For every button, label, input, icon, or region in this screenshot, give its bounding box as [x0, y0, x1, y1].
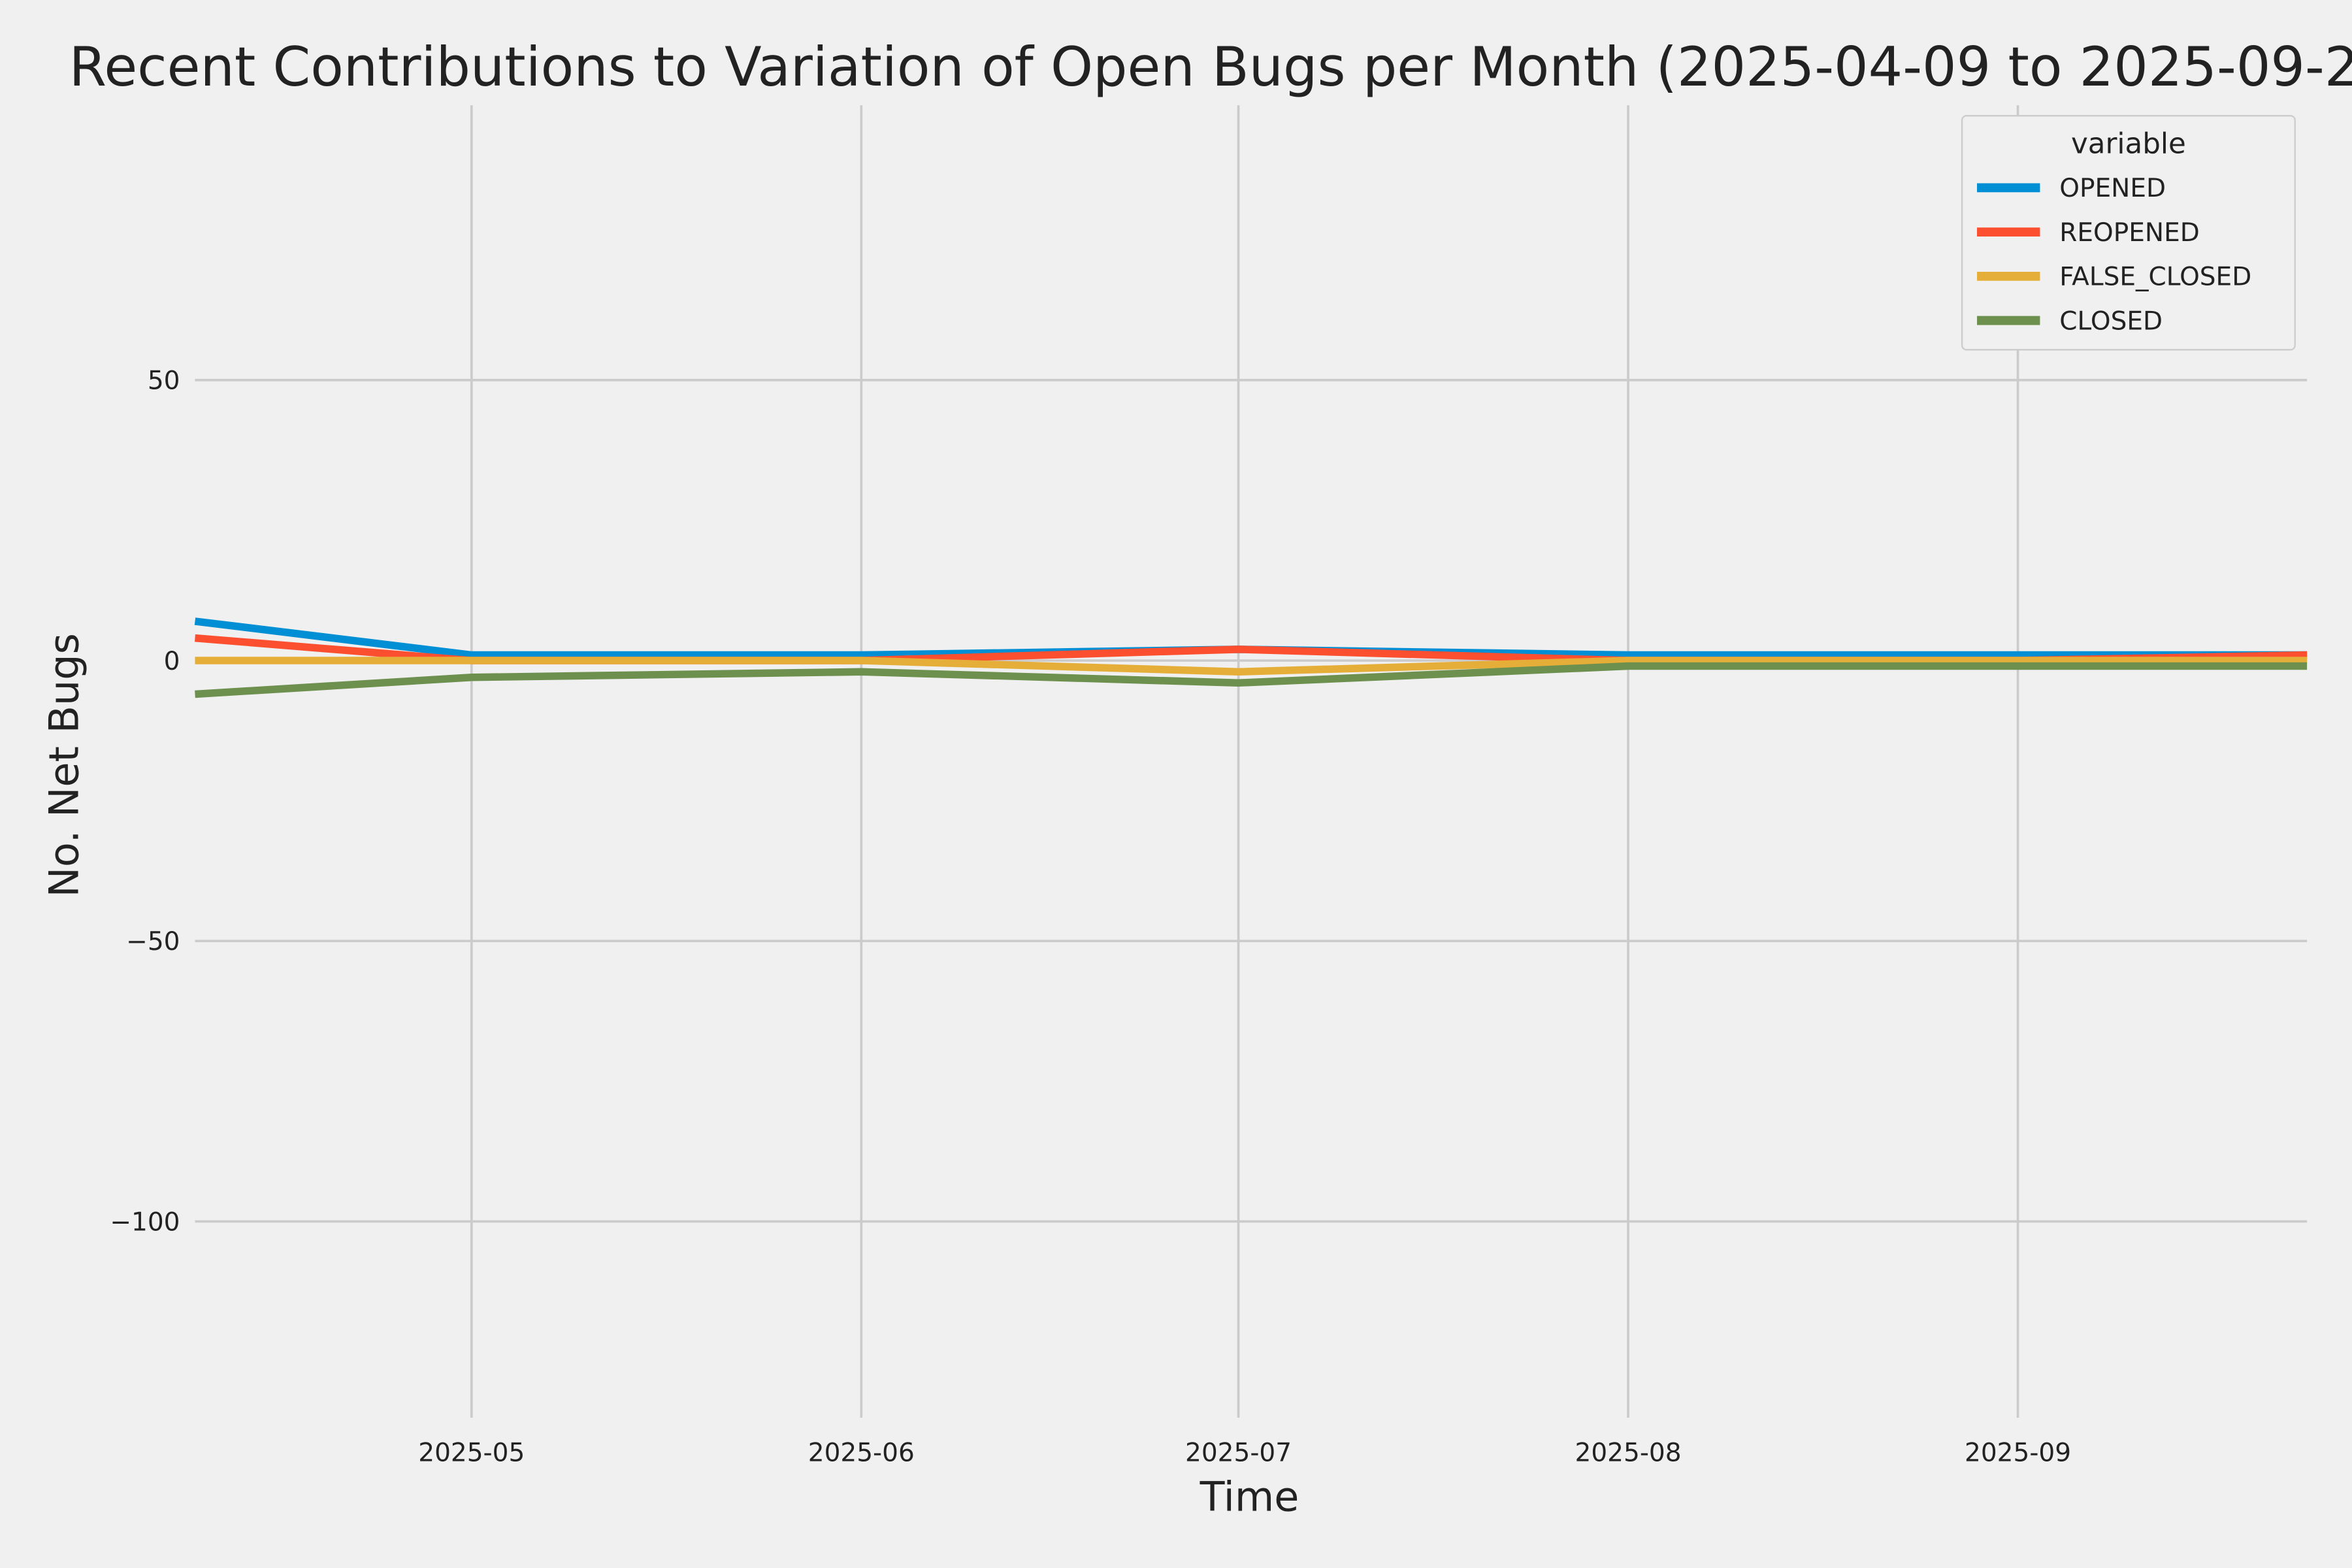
x-tick-label: 2025-08: [1575, 1439, 1682, 1468]
y-tick-label: −50: [126, 927, 180, 956]
y-tick-label: 50: [148, 367, 180, 396]
y-axis-label: No. Net Bugs: [40, 633, 88, 897]
tick-labels: 50 0 −50 −100 2025-05 2025-06 2025-07 2025-08 20…: [110, 367, 2071, 1468]
legend-label: FALSE_CLOSED: [2059, 263, 2251, 292]
series-lines: [194, 617, 2308, 698]
series-line-closed: [195, 662, 2308, 698]
x-tick-label: 2025-09: [1965, 1439, 2071, 1468]
x-tick-label: 2025-06: [808, 1439, 915, 1468]
legend-box: [1961, 115, 2296, 351]
y-tick-label: 0: [164, 647, 180, 676]
x-tick-label: 2025-05: [418, 1439, 525, 1468]
legend: variable OPENED REOPENED FALSE_CLOSED CLOSE…: [1961, 115, 2296, 351]
legend-label: OPENED: [2059, 174, 2166, 203]
chart-title: Recent Contributions to Variation of Ope…: [69, 36, 2352, 99]
x-tick-label: 2025-07: [1185, 1439, 1292, 1468]
legend-label: REOPENED: [2059, 218, 2200, 248]
legend-title: variable: [2071, 128, 2186, 161]
series-line-false-closed: [195, 657, 2308, 676]
x-axis-label: Time: [1200, 1473, 1299, 1520]
y-tick-label: −100: [110, 1207, 180, 1237]
legend-label: CLOSED: [2059, 306, 2163, 336]
